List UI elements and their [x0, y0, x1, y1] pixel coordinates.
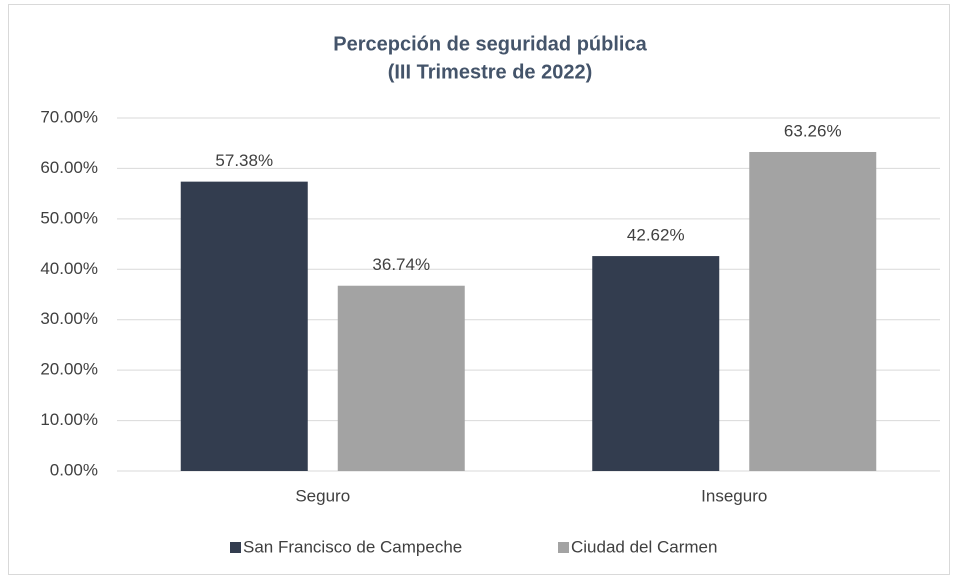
y-tick-label: 70.00% [40, 107, 98, 126]
data-label: 36.74% [372, 255, 430, 274]
chart-title: Percepción de seguridad pública [333, 33, 647, 55]
y-tick-label: 20.00% [40, 360, 98, 379]
y-tick-label: 0.00% [50, 460, 98, 479]
data-label: 42.62% [627, 226, 685, 245]
chart-subtitle: (III Trimestre de 2022) [388, 61, 593, 83]
data-label: 63.26% [784, 121, 842, 140]
legend-label: Ciudad del Carmen [571, 537, 717, 556]
legend-label: San Francisco de Campeche [243, 537, 462, 556]
y-tick-label: 50.00% [40, 208, 98, 227]
y-tick-label: 60.00% [40, 158, 98, 177]
bar [592, 256, 720, 471]
y-tick-label: 10.00% [40, 410, 98, 429]
x-tick-label: Seguro [295, 486, 350, 505]
legend-swatch [230, 542, 241, 553]
y-tick-label: 30.00% [40, 309, 98, 328]
bar [749, 151, 877, 471]
bar [337, 285, 465, 471]
legend-swatch [558, 542, 569, 553]
y-tick-label: 40.00% [40, 259, 98, 278]
x-tick-label: Inseguro [701, 486, 767, 505]
bar [180, 181, 308, 471]
data-label: 57.38% [215, 151, 273, 170]
